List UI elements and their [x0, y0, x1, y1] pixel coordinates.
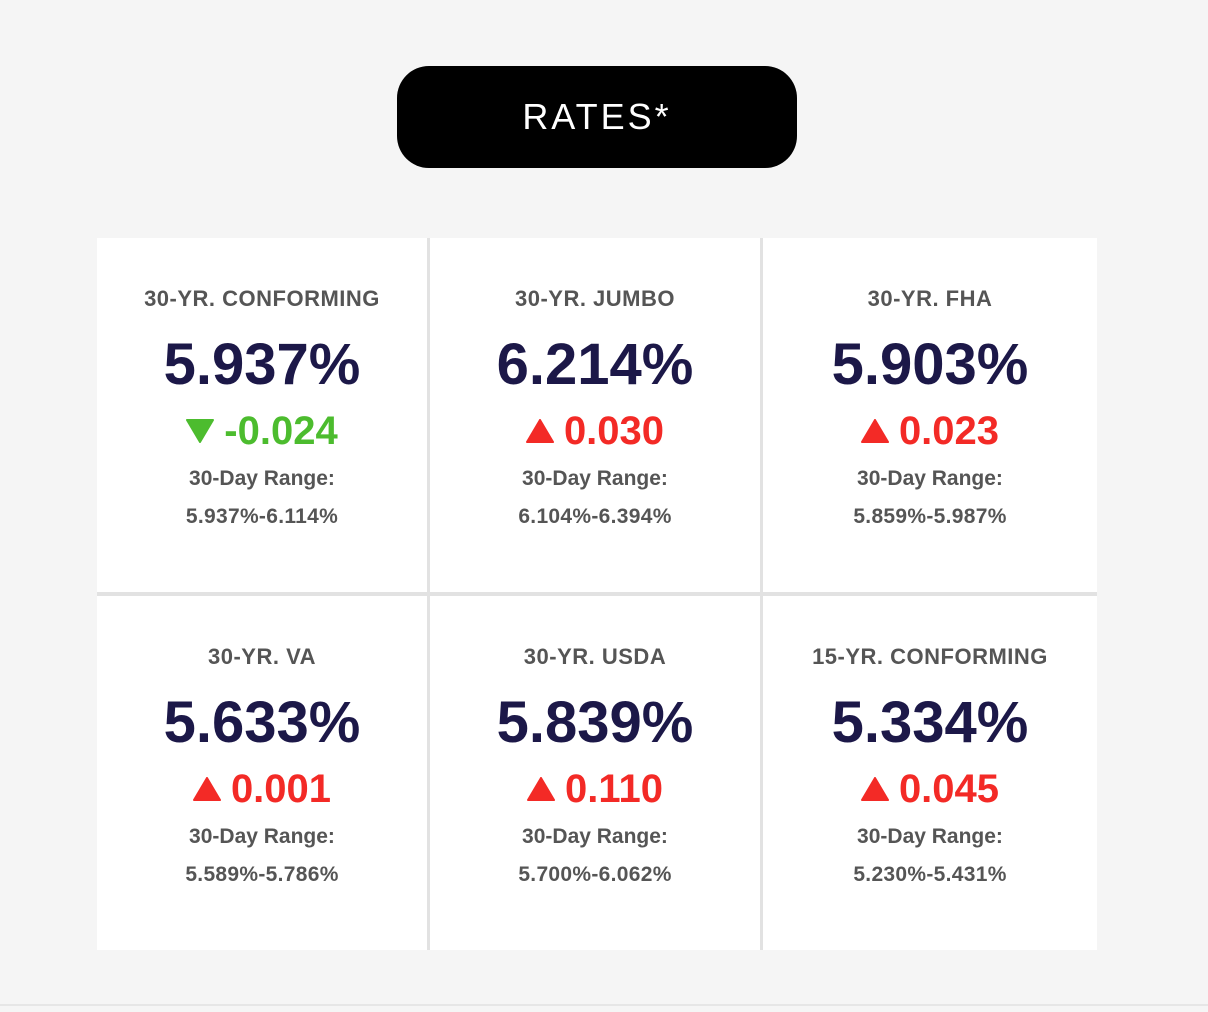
triangle-up-icon — [525, 419, 554, 443]
card-rate: 5.903% — [831, 332, 1029, 397]
triangle-up-icon — [860, 777, 889, 801]
card-title: 30-YR. FHA — [867, 286, 993, 311]
card-rate: 5.839% — [496, 690, 694, 755]
rates-grid: 30-YR. CONFORMING 5.937% -0.024 30-Day R… — [97, 238, 1097, 950]
change-value: 0.030 — [563, 409, 665, 453]
card-title: 30-YR. VA — [207, 644, 316, 669]
card-title: 30-YR. USDA — [523, 644, 667, 669]
card-change: 0.045 — [860, 766, 1000, 812]
card-change: 0.110 — [527, 766, 663, 812]
range-label: 30-Day Range: — [522, 467, 668, 490]
range-value: 5.230%-5.431% — [853, 863, 1007, 886]
triangle-down-icon — [186, 419, 215, 443]
change-value: -0.024 — [224, 409, 338, 453]
rate-card-30yr-jumbo: 30-YR. JUMBO 6.214% 0.030 30-Day Range: … — [430, 238, 760, 592]
rate-card-30yr-conforming: 30-YR. CONFORMING 5.937% -0.024 30-Day R… — [97, 238, 427, 592]
card-rate: 5.937% — [163, 332, 361, 397]
range-value: 5.700%-6.062% — [518, 863, 672, 886]
card-change: 0.001 — [192, 766, 332, 812]
rate-card-30yr-va: 30-YR. VA 5.633% 0.001 30-Day Range: 5.5… — [97, 596, 427, 950]
change-value: 0.045 — [898, 767, 1000, 811]
triangle-up-icon — [860, 419, 889, 443]
range-value: 6.104%-6.394% — [518, 505, 672, 528]
triangle-up-icon — [192, 777, 221, 801]
range-value: 5.937%-6.114% — [185, 505, 339, 528]
change-value: 0.110 — [565, 767, 663, 811]
triangle-up-icon — [527, 777, 556, 801]
rate-card-15yr-conforming: 15-YR. CONFORMING 5.334% 0.045 30-Day Ra… — [763, 596, 1097, 950]
rates-button[interactable]: RATES* — [397, 66, 797, 168]
range-label: 30-Day Range: — [189, 825, 335, 848]
rate-card-30yr-usda: 30-YR. USDA 5.839% 0.110 30-Day Range: 5… — [430, 596, 760, 950]
range-label: 30-Day Range: — [522, 825, 668, 848]
range-label: 30-Day Range: — [857, 467, 1003, 490]
change-value: 0.001 — [230, 767, 332, 811]
range-label: 30-Day Range: — [189, 467, 335, 490]
card-title: 30-YR. JUMBO — [514, 286, 676, 311]
range-label: 30-Day Range: — [857, 825, 1003, 848]
rate-card-30yr-fha: 30-YR. FHA 5.903% 0.023 30-Day Range: 5.… — [763, 238, 1097, 592]
card-change: -0.024 — [186, 408, 338, 454]
change-value: 0.023 — [898, 409, 1000, 453]
card-rate: 6.214% — [496, 332, 694, 397]
card-title: 30-YR. CONFORMING — [144, 286, 380, 311]
range-value: 5.859%-5.987% — [853, 505, 1007, 528]
range-value: 5.589%-5.786% — [185, 863, 339, 886]
card-title: 15-YR. CONFORMING — [812, 644, 1048, 669]
card-rate: 5.334% — [831, 690, 1029, 755]
card-change: 0.030 — [525, 408, 665, 454]
card-rate: 5.633% — [163, 690, 361, 755]
bottom-divider — [0, 1004, 1208, 1006]
card-change: 0.023 — [860, 408, 1000, 454]
